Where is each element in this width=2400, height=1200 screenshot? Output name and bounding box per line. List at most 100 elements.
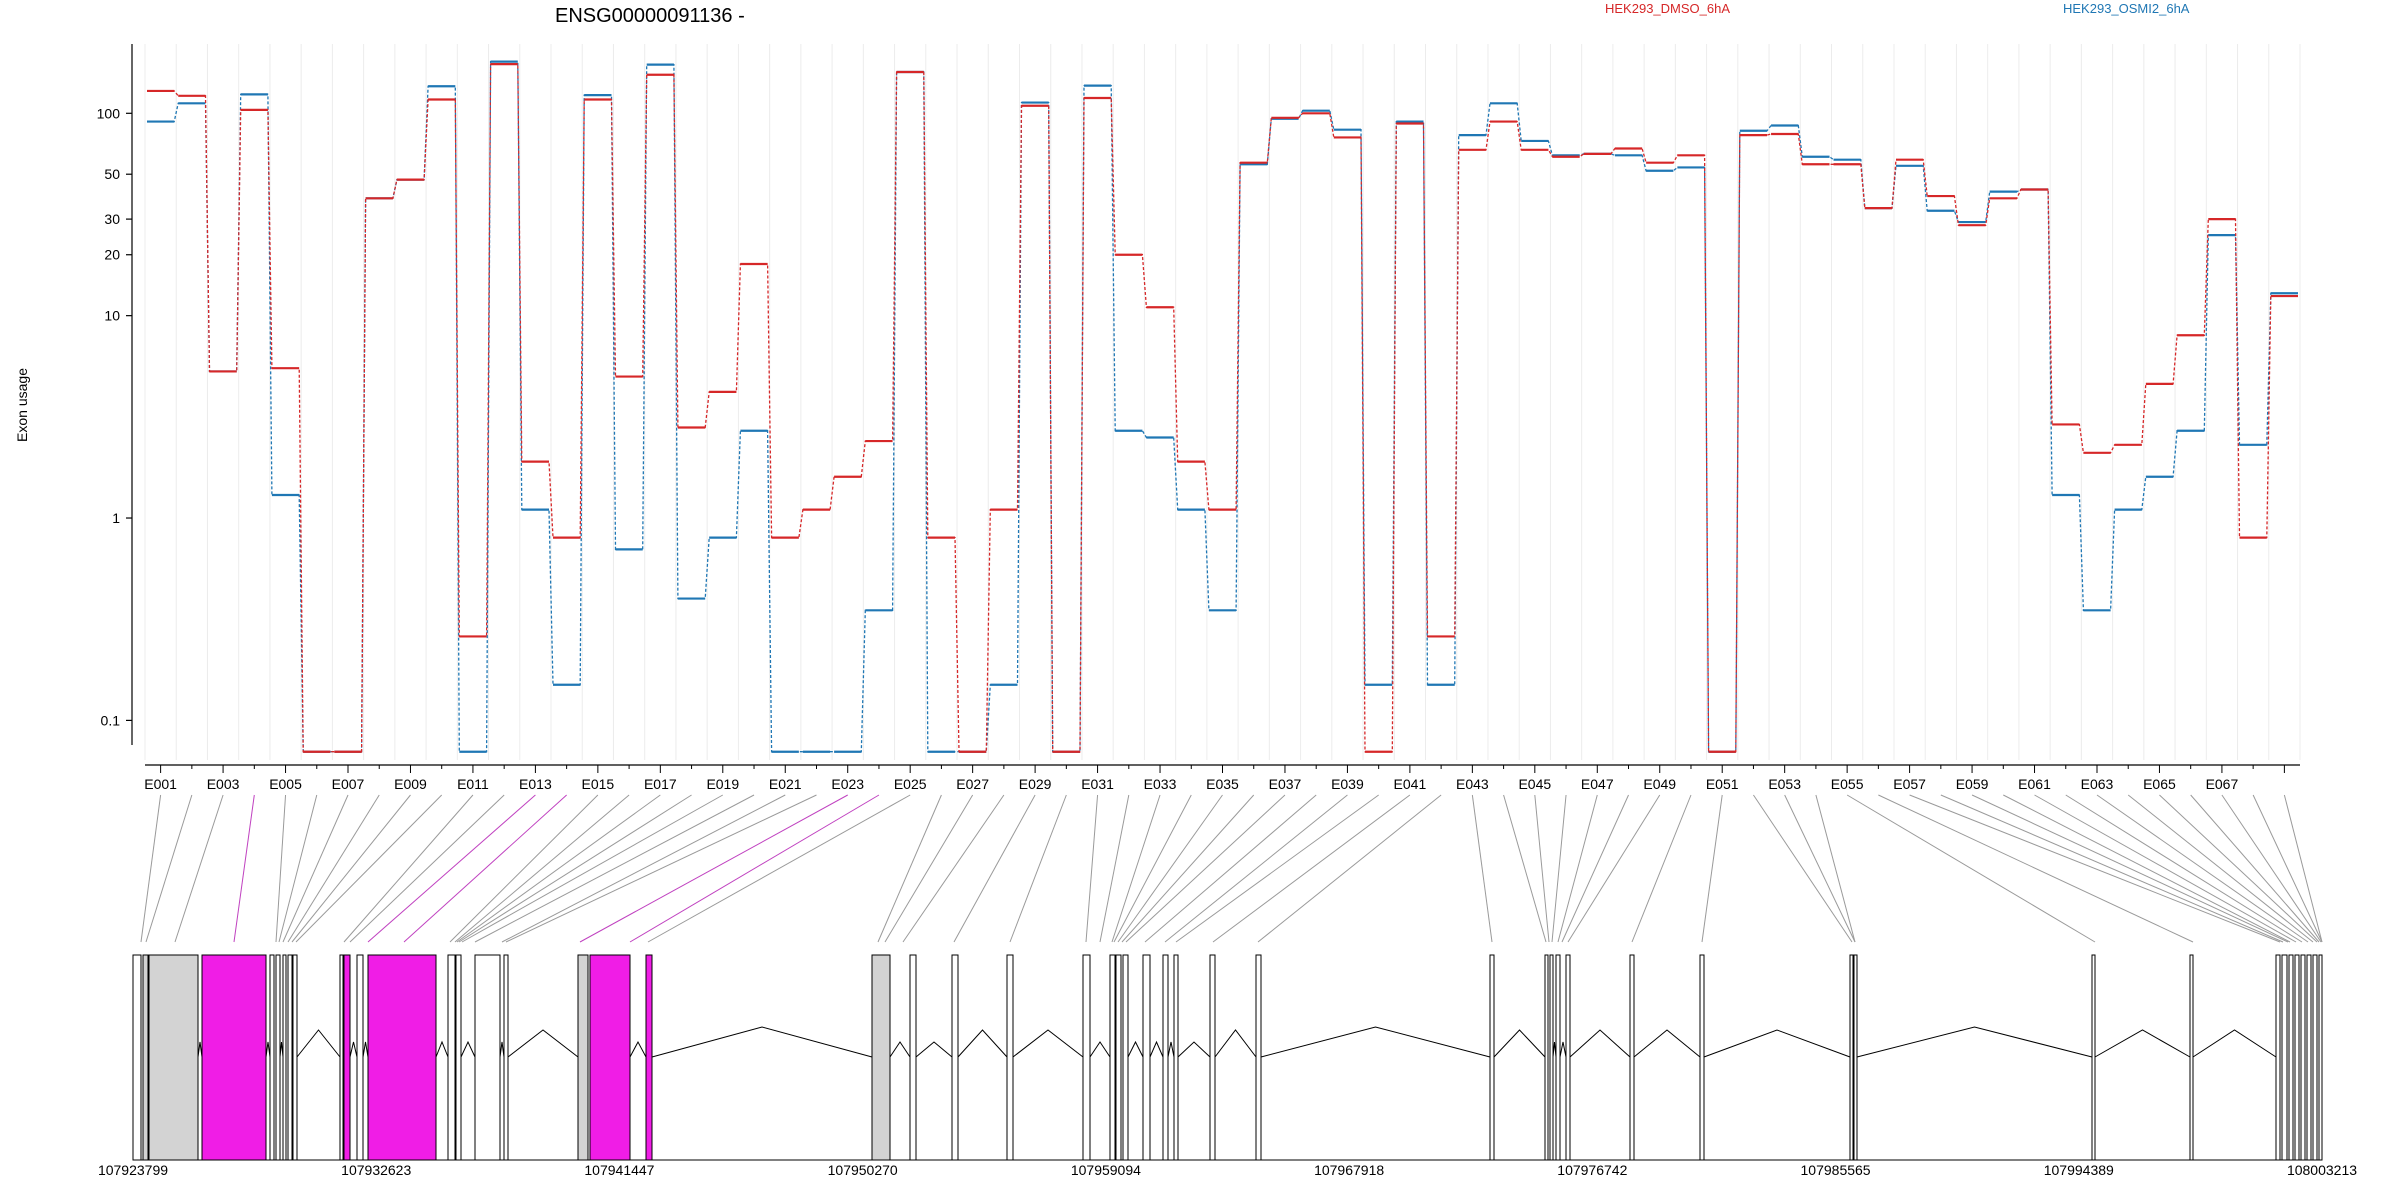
exon-connector bbox=[282, 794, 349, 943]
intron-line bbox=[915, 1041, 953, 1058]
exon-connector bbox=[2221, 794, 2322, 943]
intron-line bbox=[1493, 1029, 1546, 1058]
coordinate-label: 107976742 bbox=[1557, 1162, 1627, 1178]
intron-line bbox=[1633, 1029, 1701, 1058]
coordinate-label: 107941447 bbox=[584, 1162, 654, 1178]
exon-block bbox=[589, 954, 631, 1161]
exon-block bbox=[1109, 954, 1116, 1161]
exon-connector bbox=[403, 794, 567, 943]
y-tick-label: 20 bbox=[104, 247, 120, 263]
exon-connector bbox=[1940, 794, 2284, 943]
exon-connector bbox=[1503, 794, 1547, 943]
exon-connector bbox=[474, 794, 755, 943]
x-tick-label: E051 bbox=[1706, 776, 1739, 792]
exon-block bbox=[1209, 954, 1216, 1161]
exon-block bbox=[577, 954, 589, 1161]
exon-block bbox=[282, 954, 287, 1161]
exon-connector bbox=[1631, 794, 1692, 943]
intron-line bbox=[1856, 1026, 2093, 1058]
exon-block bbox=[1122, 954, 1129, 1161]
y-tick-label: 50 bbox=[104, 166, 120, 182]
exon-connector bbox=[2003, 794, 2291, 943]
intron-line bbox=[1089, 1041, 1111, 1058]
series-line bbox=[147, 63, 2298, 753]
exon-block bbox=[287, 954, 293, 1161]
exon-connector bbox=[1471, 794, 1493, 943]
exon-connector bbox=[1257, 794, 1442, 943]
intron-line bbox=[651, 1026, 873, 1058]
intron-line bbox=[435, 1040, 449, 1058]
coordinate-label: 108003213 bbox=[2287, 1162, 2357, 1178]
exon-connector bbox=[1551, 794, 1567, 943]
intron-line bbox=[1260, 1026, 1491, 1058]
exon-connector bbox=[1971, 794, 2289, 943]
exon-connector bbox=[458, 794, 692, 943]
exon-block bbox=[201, 954, 267, 1161]
exon-block bbox=[339, 954, 344, 1161]
x-tick-label: E023 bbox=[831, 776, 864, 792]
exon-connector bbox=[953, 794, 1036, 943]
exon-block bbox=[871, 954, 891, 1161]
exon-connector bbox=[877, 794, 942, 943]
intron-line bbox=[499, 1041, 505, 1058]
exon-block bbox=[1173, 954, 1179, 1161]
genomic-coordinate-axis: 107923799 107932623 107941447 107950270 1079… bbox=[98, 1162, 2357, 1178]
exon-block bbox=[455, 954, 462, 1161]
exon-block bbox=[356, 954, 364, 1161]
exon-block bbox=[292, 954, 298, 1161]
intron-line bbox=[1149, 1040, 1164, 1058]
x-tick-label: E063 bbox=[2081, 776, 2114, 792]
exon-connector bbox=[1085, 794, 1099, 943]
x-tick-label: E053 bbox=[1768, 776, 1801, 792]
intron-line bbox=[296, 1029, 341, 1058]
intron-line bbox=[362, 1041, 369, 1058]
exon-connectors bbox=[140, 794, 2323, 943]
exon-block bbox=[1549, 954, 1554, 1161]
exon-connector bbox=[579, 794, 848, 943]
exon-connector bbox=[1561, 794, 1629, 943]
exon-connector bbox=[275, 794, 287, 943]
gene-model bbox=[132, 954, 2323, 1161]
exon-connector bbox=[1557, 794, 1598, 943]
exon-connector bbox=[449, 794, 599, 943]
exon-block bbox=[2091, 954, 2096, 1161]
intron-line bbox=[957, 1029, 1008, 1058]
x-tick-label: E001 bbox=[144, 776, 177, 792]
exon-connector bbox=[1567, 794, 1661, 943]
intron-line bbox=[2192, 1029, 2277, 1058]
exon-block bbox=[2281, 954, 2288, 1161]
exon-block bbox=[1255, 954, 1262, 1161]
intron-line bbox=[265, 1041, 271, 1058]
x-tick-label: E047 bbox=[1581, 776, 1614, 792]
exon-connector bbox=[2096, 794, 2309, 943]
exon-block bbox=[2300, 954, 2306, 1161]
exon-block bbox=[1082, 954, 1091, 1161]
coordinate-label: 107923799 bbox=[98, 1162, 168, 1178]
exon-connector bbox=[1117, 794, 1223, 943]
exon-connector bbox=[501, 794, 786, 943]
exon-connector bbox=[1909, 794, 2281, 943]
x-tick-label: E029 bbox=[1019, 776, 1052, 792]
exon-connector bbox=[1753, 794, 1853, 943]
exon-block bbox=[1489, 954, 1495, 1161]
exon-connector bbox=[1113, 794, 1192, 943]
x-tick-label: E009 bbox=[394, 776, 427, 792]
exon-connector bbox=[647, 794, 911, 943]
intron-line bbox=[1012, 1029, 1084, 1058]
coordinate-label: 107985565 bbox=[1801, 1162, 1871, 1178]
exon-connector bbox=[1701, 794, 1723, 943]
exon-connector bbox=[884, 794, 974, 943]
exon-connector bbox=[1878, 794, 2194, 943]
exon-connector bbox=[1121, 794, 1255, 943]
x-tick-label: E035 bbox=[1206, 776, 1239, 792]
exon-connector bbox=[1111, 794, 1161, 943]
x-tick-label: E011 bbox=[457, 776, 489, 792]
intron-line bbox=[507, 1029, 579, 1058]
exon-block bbox=[1142, 954, 1151, 1161]
x-tick-label: E027 bbox=[956, 776, 989, 792]
exon-connector bbox=[278, 794, 318, 943]
exon-connector bbox=[456, 794, 661, 943]
exon-connector bbox=[1144, 794, 1317, 943]
exon-connector bbox=[1815, 794, 1856, 943]
